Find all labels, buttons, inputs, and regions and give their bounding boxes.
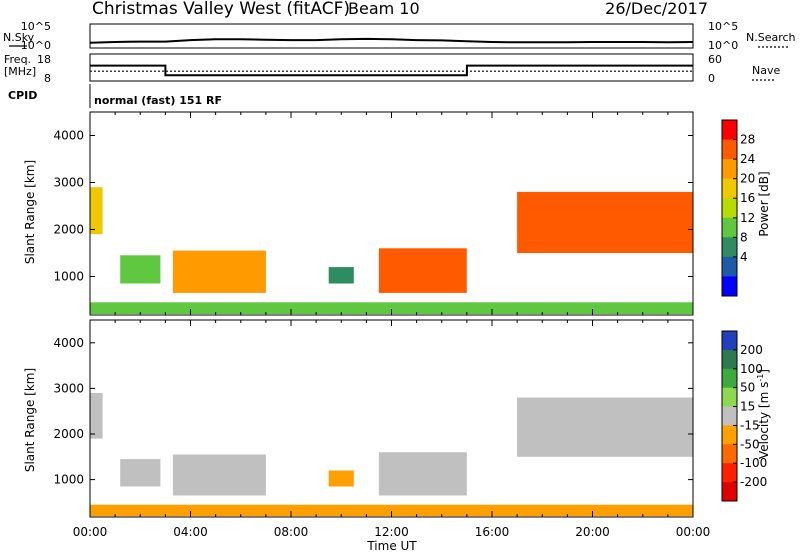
freq-panel-frame xyxy=(89,53,694,82)
power-heatmap xyxy=(90,187,693,314)
x-axis-label: Time UT xyxy=(366,539,417,553)
velocity-heatmap xyxy=(90,393,693,517)
power-colorbar-swatch-4 xyxy=(722,198,737,219)
nave-tick-top: 60 xyxy=(708,53,722,66)
velocity-colorbar-swatch-5 xyxy=(722,425,737,445)
power-colorbar-swatch-5 xyxy=(722,217,737,238)
scatter-region-0 xyxy=(90,393,103,439)
power-colorbar-swatch-1 xyxy=(722,139,737,160)
freq-series-line xyxy=(90,64,693,77)
scatter-region-2 xyxy=(172,250,266,293)
velocity-colorbar-swatch-0 xyxy=(722,331,737,351)
velocity-colorbar-swatch-7 xyxy=(722,463,737,483)
scatter-region-3 xyxy=(328,470,354,487)
scatter-region-6 xyxy=(90,302,693,314)
freq-tick-bottom: 8 xyxy=(44,72,51,85)
scatter-region-1 xyxy=(120,459,161,487)
velocity-colorbar-tick-label-4: -15 xyxy=(740,418,760,432)
x-tick-label-1: 04:00 xyxy=(173,525,208,539)
chart-title: Christmas Valley West (fitACF) xyxy=(92,0,350,19)
noise-tick-left-bottom: 10^0 xyxy=(21,39,51,52)
x-tick-label-3: 12:00 xyxy=(374,525,409,539)
scatter-region-5 xyxy=(517,397,693,457)
scatter-region-4 xyxy=(378,248,467,293)
velocity-colorbar-swatch-3 xyxy=(722,387,737,408)
velocity-colorbar: 200 100 50 15 -15 -50 -100 -200 xyxy=(721,330,767,502)
power-colorbar-tick-label-0: 28 xyxy=(740,133,755,147)
scatter-region-6 xyxy=(90,504,693,517)
power-colorbar-tick-label-3: 16 xyxy=(740,191,755,205)
velocity-colorbar-tick-label-7: -200 xyxy=(740,475,767,489)
x-axis: 00:00 04:00 08:00 12:00 16:00 20:00 00:00 xyxy=(73,525,711,539)
noise-panel-frame xyxy=(89,23,694,49)
velocity-colorbar-swatch-8 xyxy=(722,482,737,502)
y-tick-label-2: 3000 xyxy=(53,175,84,189)
y-tick-label-1: 2000 xyxy=(53,427,84,441)
nave-label: Nave xyxy=(752,64,780,77)
power-colorbar-tick-label-6: 4 xyxy=(740,250,748,264)
nsearch-label: N.Search xyxy=(746,31,796,44)
power-colorbar-tick-label-4: 12 xyxy=(740,211,755,225)
power-colorbar-tick-label-1: 24 xyxy=(740,152,755,166)
scatter-region-1 xyxy=(120,255,161,284)
power-colorbar-frame xyxy=(721,119,738,297)
x-tick-label-0: 00:00 xyxy=(73,525,108,539)
scatter-region-2 xyxy=(172,454,266,496)
velocity-colorbar-swatch-4 xyxy=(722,406,737,426)
y-tick-label-0: 1000 xyxy=(53,269,84,283)
x-tick-label-5: 20:00 xyxy=(575,525,610,539)
x-tick-label-6: 00:00 xyxy=(676,525,711,539)
x-tick-label-2: 08:00 xyxy=(274,525,309,539)
y-tick-label-3: 4000 xyxy=(53,336,84,350)
velocity-colorbar-tick-label-0: 200 xyxy=(740,343,763,357)
cpid-label: CPID xyxy=(8,89,37,102)
velocity-colorbar-swatch-2 xyxy=(722,368,737,389)
velocity-y-axis-label: Slant Range [km] xyxy=(23,368,37,472)
power-colorbar-swatch-7 xyxy=(722,256,737,277)
nsky-series-line xyxy=(89,37,694,44)
freq-label: Freq. xyxy=(4,53,31,66)
velocity-colorbar-tick-label-6: -100 xyxy=(740,456,767,470)
power-colorbar-swatch-0 xyxy=(722,120,737,141)
velocity-colorbar-tick-label-3: 15 xyxy=(740,400,755,414)
power-y-axis-label: Slant Range [km] xyxy=(23,160,37,264)
power-axes: 1000 2000 3000 4000 xyxy=(53,112,694,315)
scatter-region-3 xyxy=(328,267,354,284)
nave-tick-bottom: 0 xyxy=(708,72,715,85)
cpid-text: normal (fast) 151 RF xyxy=(94,94,222,107)
scatter-region-0 xyxy=(90,187,103,235)
power-colorbar-swatch-2 xyxy=(722,159,737,180)
power-colorbar-label: Power [dB] xyxy=(757,171,771,236)
velocity-colorbar-tick-label-2: 50 xyxy=(740,381,755,395)
velocity-colorbar-swatch-6 xyxy=(722,444,737,464)
power-colorbar-tick-label-5: 8 xyxy=(740,230,748,244)
power-colorbar-swatch-6 xyxy=(722,237,737,258)
date-label: 26/Dec/2017 xyxy=(605,0,708,18)
power-colorbar: 28 24 20 16 12 8 4 xyxy=(721,119,755,297)
scatter-region-5 xyxy=(517,191,693,253)
noise-tick-left-top: 10^5 xyxy=(21,20,51,33)
scatter-region-4 xyxy=(378,452,467,496)
x-tick-label-4: 16:00 xyxy=(475,525,510,539)
freq-tick-top: 18 xyxy=(37,53,51,66)
power-colorbar-tick-label-2: 20 xyxy=(740,172,755,186)
y-tick-label-2: 3000 xyxy=(53,381,84,395)
power-colorbar-swatch-8 xyxy=(722,276,737,297)
y-tick-label-0: 1000 xyxy=(53,473,84,487)
power-colorbar-swatch-3 xyxy=(722,178,737,199)
noise-tick-right-top: 10^5 xyxy=(708,20,738,33)
velocity-colorbar-label: Velocity [m s-1] xyxy=(756,369,771,459)
velocity-colorbar-tick-label-1: 100 xyxy=(740,362,763,376)
velocity-colorbar-swatch-1 xyxy=(722,349,737,370)
velocity-colorbar-tick-label-5: -50 xyxy=(740,437,760,451)
nsky-label: N.Sky xyxy=(3,31,35,44)
velocity-axes: 1000 2000 3000 4000 xyxy=(53,320,694,517)
beam-label: Beam 10 xyxy=(348,0,420,18)
y-tick-label-3: 4000 xyxy=(53,128,84,142)
velocity-colorbar-frame xyxy=(721,330,738,502)
y-tick-label-1: 2000 xyxy=(53,222,84,236)
freq-unit-label: [MHz] xyxy=(4,65,36,78)
noise-tick-right-bottom: 10^0 xyxy=(708,39,738,52)
